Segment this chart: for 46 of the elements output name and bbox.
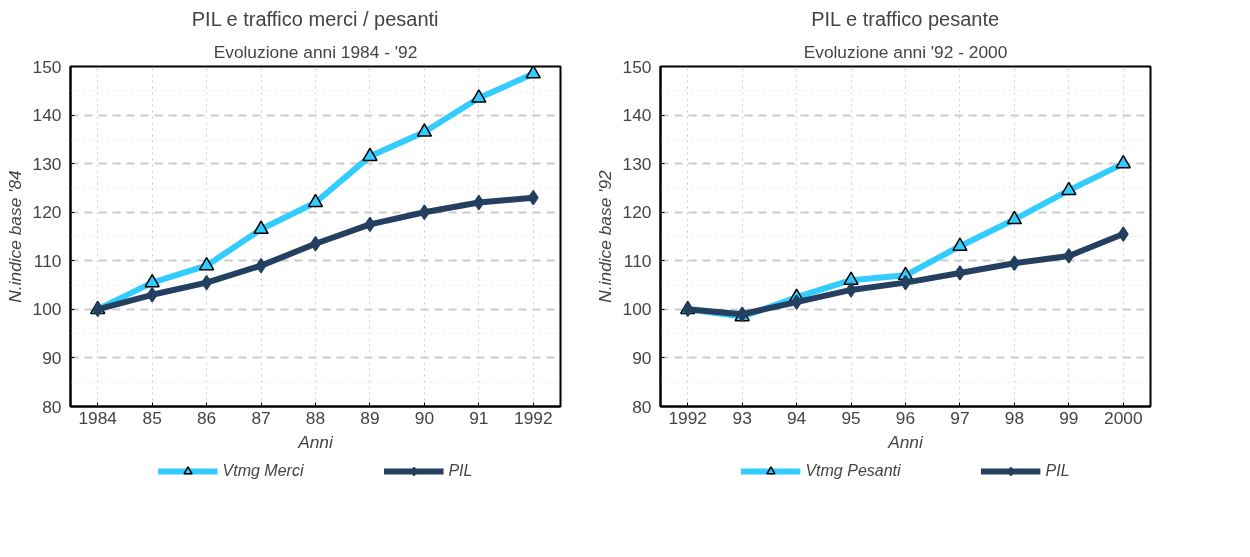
y-tick-label: 120 bbox=[622, 202, 652, 223]
x-tick-label: 88 bbox=[305, 407, 326, 428]
y-tick-label: 130 bbox=[622, 153, 652, 174]
y-tick-label: 90 bbox=[42, 347, 62, 368]
x-tick-label: 93 bbox=[732, 407, 752, 428]
x-tick-label: 1992 bbox=[668, 407, 708, 428]
x-axis-title: Anni bbox=[887, 431, 924, 452]
y-tick-label: 100 bbox=[622, 299, 652, 320]
y-tick-label: 150 bbox=[622, 56, 652, 77]
y-tick-label: 140 bbox=[622, 105, 652, 126]
x-axis-title: Anni bbox=[297, 431, 334, 452]
y-tick-label: 120 bbox=[32, 202, 62, 223]
x-tick-label: 85 bbox=[142, 407, 162, 428]
x-tick-label: 89 bbox=[360, 407, 380, 428]
y-tick-label: 140 bbox=[32, 105, 62, 126]
y-tick-label: 110 bbox=[33, 250, 62, 271]
legend-label: Vtmg Merci bbox=[222, 462, 304, 480]
chart-subtitle: Evoluzione anni '92 - 2000 bbox=[803, 41, 1008, 62]
legend-label: PIL bbox=[448, 462, 473, 480]
x-tick-label: 86 bbox=[196, 407, 217, 428]
chart-title: PIL e traffico pesante bbox=[811, 7, 1000, 30]
y-axis-title: N.indice base '92 bbox=[594, 169, 615, 303]
chart-title: PIL e traffico merci / pesanti bbox=[191, 7, 439, 30]
y-tick-label: 100 bbox=[32, 299, 62, 320]
y-tick-label: 110 bbox=[623, 250, 652, 271]
x-tick-label: 96 bbox=[895, 407, 916, 428]
x-tick-label: 1984 bbox=[78, 407, 118, 428]
x-tick-label: 2000 bbox=[1104, 407, 1143, 428]
y-axis-title: N.indice base '84 bbox=[4, 170, 25, 303]
legend-label: PIL bbox=[1045, 462, 1070, 480]
x-tick-label: 1992 bbox=[514, 407, 553, 428]
x-tick-label: 94 bbox=[786, 407, 807, 428]
x-tick-label: 90 bbox=[414, 407, 435, 428]
x-tick-label: 99 bbox=[1059, 407, 1079, 428]
y-tick-label: 150 bbox=[32, 56, 62, 77]
x-tick-label: 95 bbox=[841, 407, 861, 428]
y-tick-label: 80 bbox=[632, 396, 652, 417]
legend-label: Vtmg Pesanti bbox=[805, 462, 901, 480]
x-tick-label: 97 bbox=[950, 407, 970, 428]
y-tick-label: 80 bbox=[42, 396, 62, 417]
x-tick-label: 98 bbox=[1004, 407, 1025, 428]
y-tick-label: 90 bbox=[632, 347, 652, 368]
chart-subtitle: Evoluzione anni 1984 - '92 bbox=[213, 41, 418, 62]
x-tick-label: 91 bbox=[469, 407, 489, 428]
y-tick-label: 130 bbox=[32, 153, 62, 174]
x-tick-label: 87 bbox=[251, 407, 271, 428]
